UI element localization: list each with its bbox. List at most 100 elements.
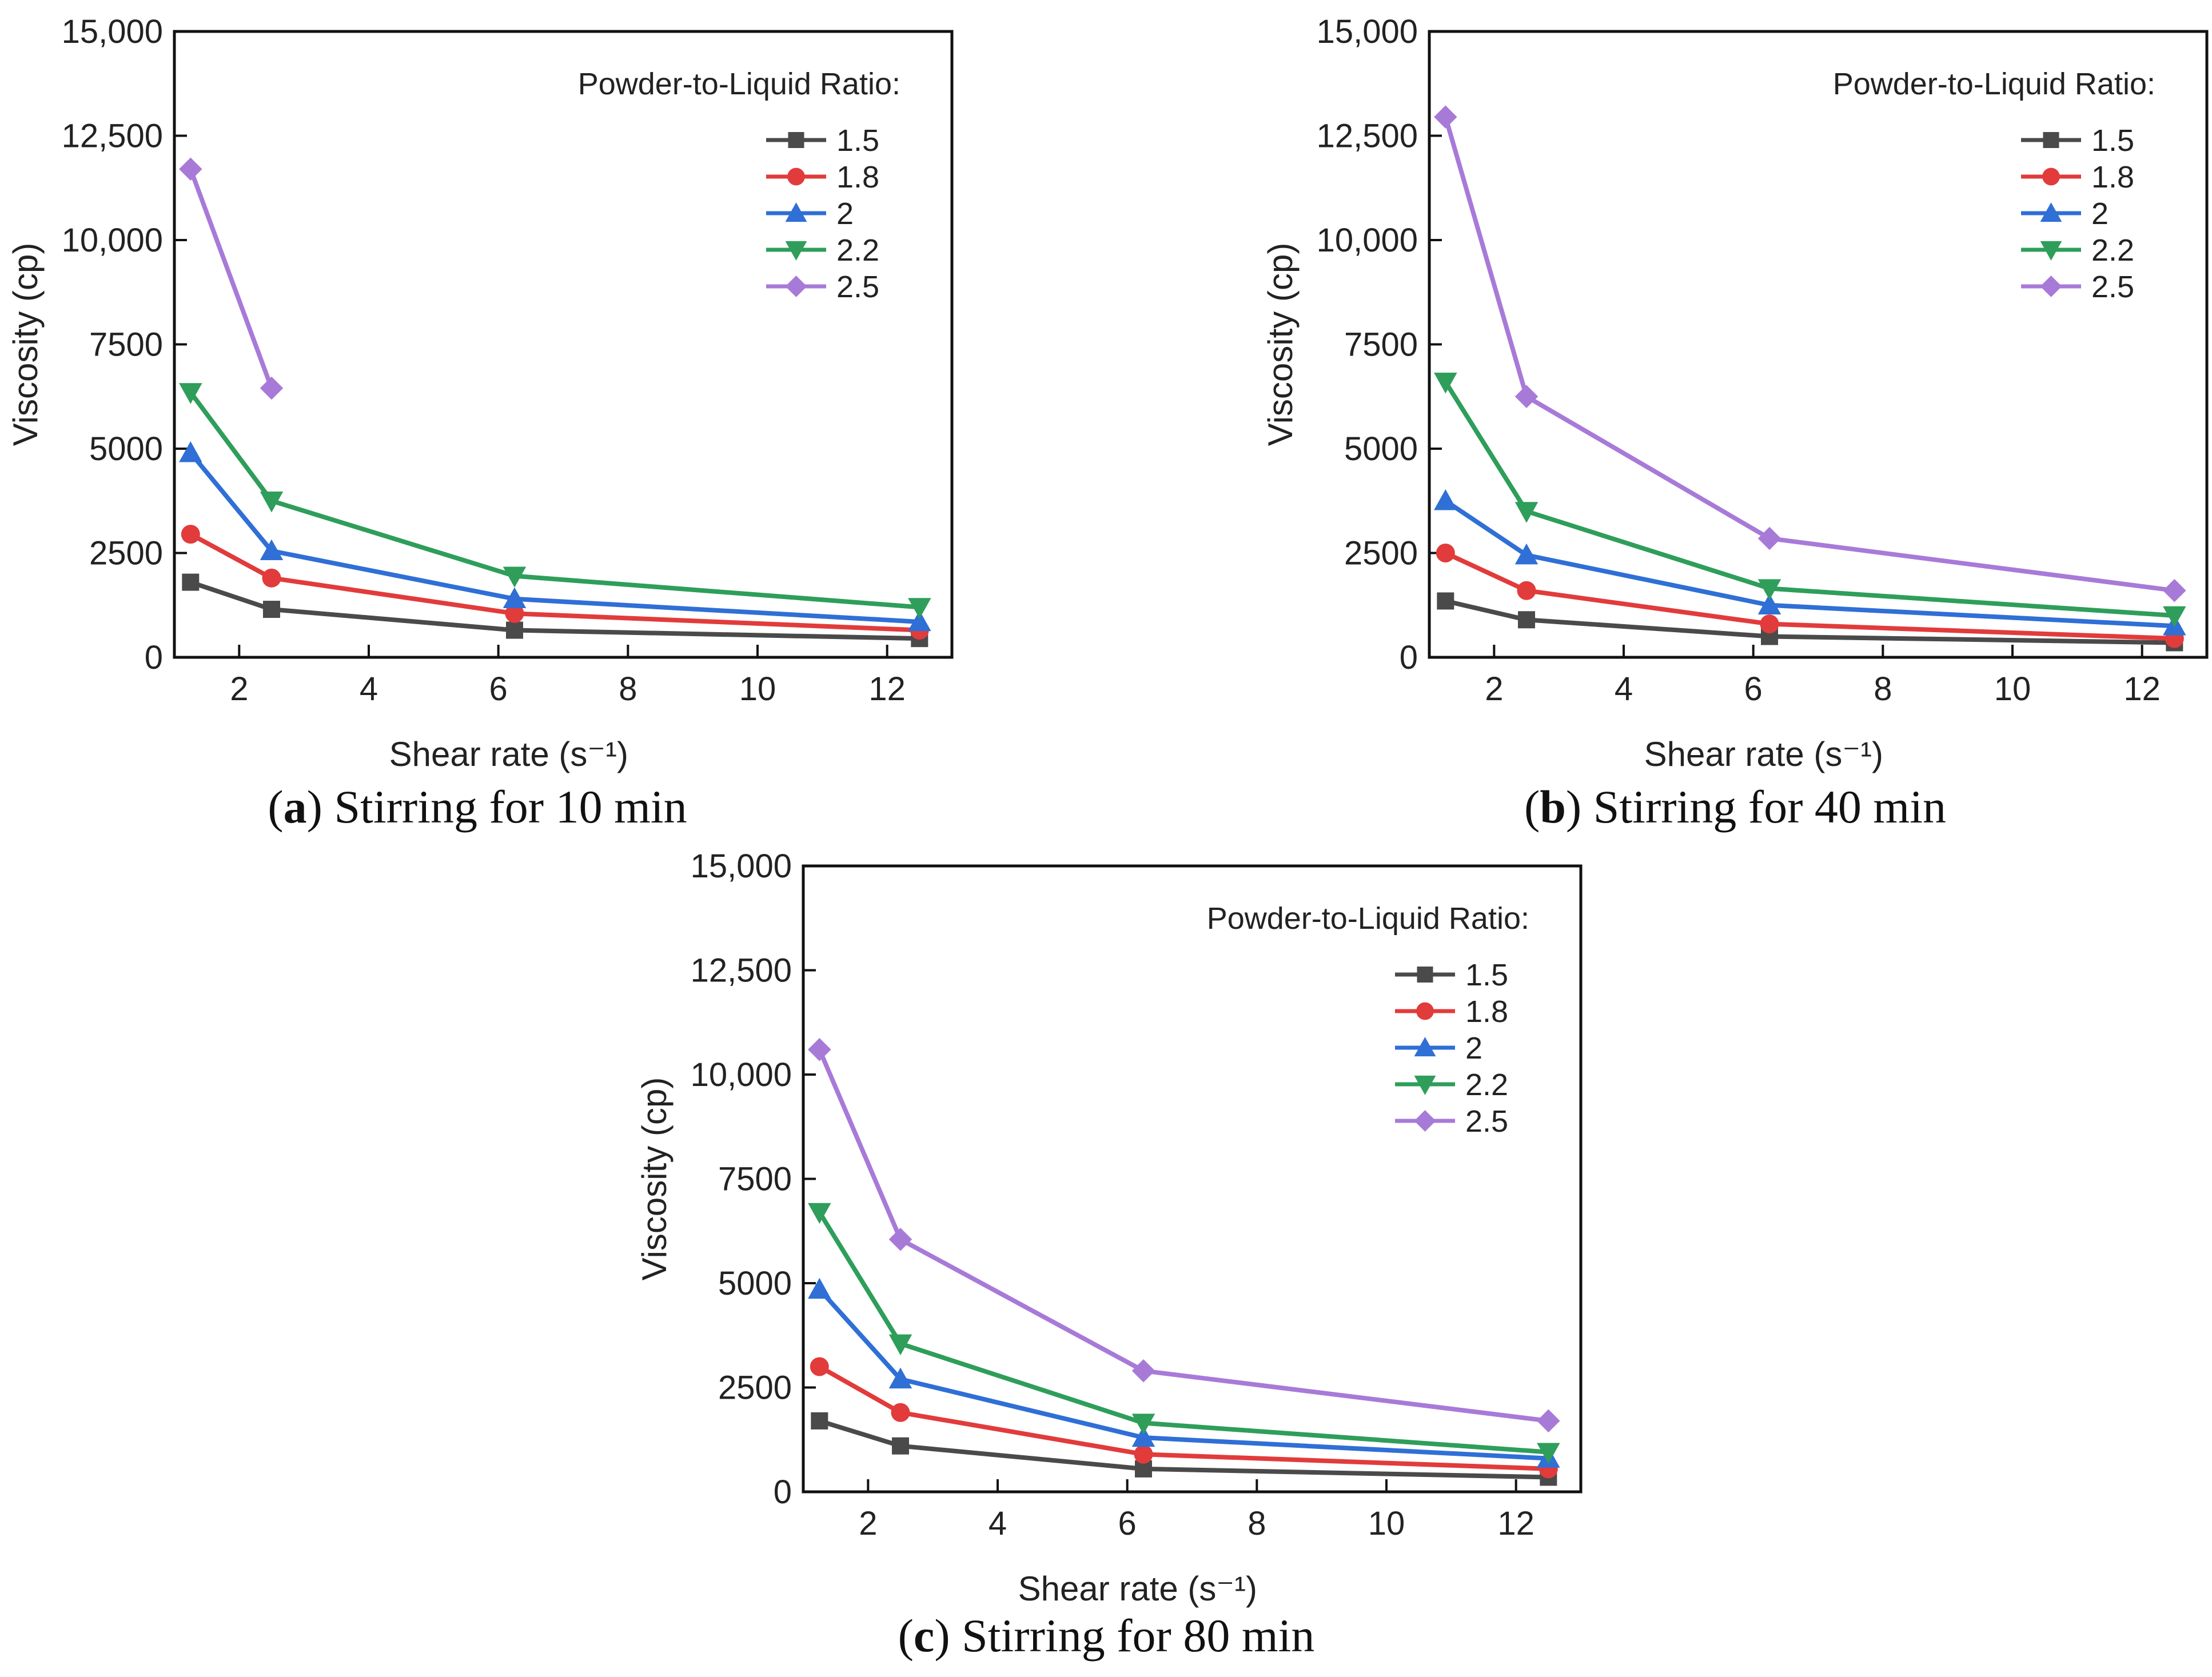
caption-a: (a) Stirring for 10 min [268, 781, 687, 833]
x-tick-label: 12 [1497, 1505, 1535, 1542]
series-line-1.5 [819, 1419, 1549, 1480]
series-line-1.8 [1444, 550, 2175, 641]
legend-marker-2.2 [785, 241, 807, 261]
legend: Powder-to-Liquid Ratio: 1.51.822.22.5 [578, 67, 900, 304]
caption-b: (b) Stirring for 40 min [1524, 781, 1946, 833]
y-tick-label: 15,000 [1317, 13, 1418, 50]
data-point-2.5 [1757, 526, 1781, 550]
y-tick-label: 10,000 [691, 1056, 792, 1093]
plot-frame [173, 30, 954, 659]
x-tick-label: 4 [989, 1505, 1007, 1542]
data-point-2.2 [908, 598, 931, 619]
y-tick-label: 12,500 [691, 952, 792, 989]
y-tick-label: 2500 [1344, 535, 1418, 572]
x-tick-label: 8 [1874, 670, 1892, 708]
y-axis-label: Viscosity (cp) [1261, 243, 1300, 446]
series-line-2.5 [1443, 116, 2175, 593]
y-tick-label: 15,000 [62, 13, 163, 50]
legend-marker-1.5 [1417, 967, 1433, 983]
y-tick-label: 15,000 [691, 848, 792, 885]
x-tick-label: 6 [1118, 1505, 1137, 1542]
x-tick-label: 6 [1744, 670, 1763, 708]
legend-label-2: 2 [836, 197, 854, 231]
data-point-2.5 [2163, 578, 2186, 602]
series-line-1.5 [1445, 598, 2175, 645]
legend-marker-1.8 [2042, 167, 2060, 186]
data-point-1.5 [182, 573, 200, 591]
data-point-2.2 [1434, 373, 1457, 394]
data-point-1.5 [263, 601, 280, 618]
legend-label-1.8: 1.8 [1465, 995, 1508, 1029]
legend-marker-2.5 [785, 275, 807, 297]
x-tick-label: 12 [2123, 670, 2161, 708]
data-point-2.2 [1537, 1443, 1560, 1464]
y-axis-label: Viscosity (cp) [6, 243, 45, 446]
legend-marker-1.8 [787, 167, 805, 186]
data-point-2.5 [888, 1228, 912, 1251]
y-tick-label: 10,000 [1317, 222, 1418, 259]
x-axis-label: Shear rate (s⁻¹) [1018, 1570, 1257, 1608]
data-point-1.8 [810, 1357, 829, 1376]
series-line-2.5 [817, 1048, 1549, 1423]
chart-a: 0 2500 5000 7500 10,000 12,500 15,000 2 4 6 8 10 12 S… [6, 13, 954, 773]
legend-label-2.5: 2.5 [836, 270, 879, 304]
data-point-2.5 [179, 157, 202, 181]
y-tick-label: 12,500 [1317, 118, 1418, 155]
data-point-2 [1757, 593, 1781, 614]
data-point-2 [1434, 489, 1457, 510]
data-point-2.5 [1131, 1359, 1155, 1383]
data-point-2.2 [179, 383, 202, 404]
plot-frame [1428, 30, 2209, 659]
series-line-2.2 [1443, 381, 2175, 618]
y-tick-label: 7500 [89, 326, 163, 364]
x-tick-label: 10 [739, 670, 776, 708]
legend-marker-1.5 [2043, 132, 2059, 148]
legend-label-2: 2 [2091, 197, 2109, 231]
y-tick-label: 0 [1400, 639, 1418, 676]
y-tick-label: 2500 [89, 535, 163, 572]
data-point-2.5 [1537, 1409, 1560, 1433]
legend-marker-2 [2040, 202, 2062, 222]
legend-marker-1.5 [788, 132, 804, 148]
x-axis-label: Shear rate (s⁻¹) [389, 735, 628, 773]
data-point-1.5 [811, 1412, 828, 1430]
plot-frame [802, 864, 1583, 1494]
y-tick-label: 12,500 [62, 118, 163, 155]
data-point-1.8 [1436, 544, 1455, 562]
y-tick-label: 5000 [89, 430, 163, 468]
y-tick-label: 2500 [718, 1369, 792, 1407]
x-tick-label: 8 [619, 670, 637, 708]
legend-label-2.5: 2.5 [1465, 1104, 1508, 1139]
series-line-2 [1444, 498, 2175, 629]
legend-label-2: 2 [1465, 1031, 1482, 1065]
x-tick-label: 6 [489, 670, 508, 708]
data-point-2.2 [2163, 606, 2186, 628]
series-line-1.5 [190, 580, 920, 641]
legend-label-1.5: 1.5 [2091, 123, 2134, 158]
legend: Powder-to-Liquid Ratio: 1.51.822.22.5 [1833, 67, 2155, 304]
legend-marker-2 [1414, 1037, 1436, 1057]
data-point-1.8 [1517, 581, 1536, 600]
y-tick-label: 5000 [718, 1265, 792, 1302]
legend: Powder-to-Liquid Ratio: 1.51.822.22.5 [1207, 901, 1529, 1139]
legend-label-1.8: 1.8 [2091, 160, 2134, 194]
chart-b: 0 2500 5000 7500 10,000 12,500 15,000 2 4 6 8 10 12 S… [1261, 13, 2209, 773]
data-point-2 [808, 1277, 831, 1299]
legend-marker-2.5 [1414, 1110, 1436, 1132]
legend-label-2.5: 2.5 [2091, 270, 2134, 304]
data-point-2 [888, 1367, 912, 1389]
data-point-2.5 [1434, 105, 1457, 129]
series-line-2 [818, 1288, 1549, 1461]
data-point-2 [179, 441, 202, 462]
data-point-2 [503, 587, 527, 608]
legend-label-1.5: 1.5 [836, 123, 879, 158]
data-point-2.2 [503, 566, 527, 588]
x-axis-label: Shear rate (s⁻¹) [1644, 735, 1883, 773]
x-tick-label: 4 [1615, 670, 1633, 708]
x-tick-label: 2 [230, 670, 248, 708]
data-point-2.2 [1514, 502, 1539, 523]
series-line-1.8 [818, 1364, 1549, 1471]
data-point-2 [1131, 1426, 1155, 1447]
legend-title: Powder-to-Liquid Ratio: [578, 67, 900, 101]
data-point-2.2 [888, 1334, 912, 1356]
